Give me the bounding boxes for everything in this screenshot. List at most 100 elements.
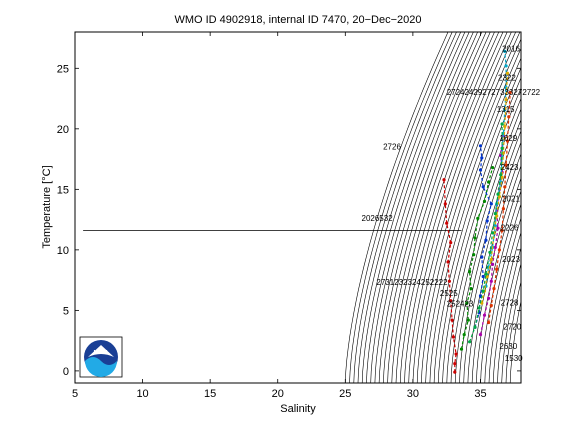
data-point <box>480 156 483 159</box>
data-point <box>453 362 456 365</box>
data-point <box>482 185 485 188</box>
data-point <box>468 270 471 273</box>
data-point <box>488 251 491 254</box>
data-point <box>503 185 506 188</box>
data-point <box>452 335 455 338</box>
data-point <box>455 352 458 355</box>
data-point <box>487 297 490 300</box>
data-point <box>499 173 502 176</box>
x-axis-label: Salinity <box>280 403 316 415</box>
sigma-annotation: 2423 <box>501 163 519 172</box>
sigma-annotation: 2226 <box>501 224 519 233</box>
data-point <box>487 321 490 324</box>
sigma-annotation: 2525 <box>440 289 458 298</box>
data-point <box>505 98 508 101</box>
data-point <box>448 280 451 283</box>
data-point <box>505 64 508 67</box>
data-point <box>502 207 505 210</box>
data-point <box>482 289 485 292</box>
x-tick-label: 35 <box>474 388 486 400</box>
data-point <box>468 340 471 343</box>
sigma-annotation: 2021 <box>502 194 520 203</box>
data-point <box>451 319 454 322</box>
sigma-annotation: 2322 <box>498 73 516 82</box>
sigma-annotation: 2023 <box>502 255 520 264</box>
sigma-annotation: 1315 <box>497 105 515 114</box>
data-point <box>498 248 501 251</box>
data-point <box>478 306 481 309</box>
data-point <box>490 304 493 307</box>
sigma-annotation: 1629 <box>499 134 517 143</box>
data-point <box>472 253 475 256</box>
data-point <box>479 144 482 147</box>
sigma-annotation: 2630 <box>499 342 517 351</box>
sigma-annotation: 252423 <box>447 300 474 309</box>
data-point <box>453 371 456 374</box>
y-axis-label: Temperature [°C] <box>41 165 53 248</box>
y-tick-label: 10 <box>57 245 69 257</box>
y-tick-label: 5 <box>63 305 69 317</box>
x-tick-label: 10 <box>136 388 148 400</box>
data-point <box>492 287 495 290</box>
sigma-annotation: 2016 <box>502 44 520 53</box>
data-point <box>483 200 486 203</box>
data-point <box>484 273 487 276</box>
data-point <box>486 219 489 222</box>
data-point <box>507 115 510 118</box>
x-tick-label: 25 <box>339 388 351 400</box>
data-point <box>490 202 493 205</box>
data-point <box>501 147 504 150</box>
x-tick-label: 5 <box>72 388 78 400</box>
sigma-annotation: 1530 <box>505 354 523 363</box>
data-point <box>442 178 445 181</box>
sigma-annotation: 2731232324252222 <box>376 278 448 287</box>
data-point <box>473 236 476 239</box>
x-tick-label: 30 <box>407 388 419 400</box>
data-point <box>495 268 498 271</box>
data-point <box>469 287 472 290</box>
data-point <box>487 181 490 184</box>
data-point <box>479 168 482 171</box>
data-point <box>446 260 449 263</box>
sigma-annotation: 272424292727333272722 <box>447 88 541 97</box>
data-point <box>484 239 487 242</box>
data-point <box>483 314 486 317</box>
data-point <box>494 212 497 215</box>
sigma-annotation: 2728 <box>501 299 519 308</box>
data-point <box>444 202 447 205</box>
data-point <box>467 319 470 322</box>
data-point <box>476 217 479 220</box>
data-point <box>491 166 494 169</box>
y-tick-label: 0 <box>63 366 69 378</box>
data-point <box>491 231 494 234</box>
plot-area <box>75 32 521 383</box>
data-point <box>445 222 448 225</box>
data-point <box>496 227 499 230</box>
data-point <box>482 275 485 278</box>
data-point <box>460 348 463 351</box>
data-point <box>473 326 476 329</box>
data-point <box>449 241 452 244</box>
data-point <box>503 125 506 128</box>
y-tick-label: 20 <box>57 124 69 136</box>
x-tick-label: 20 <box>272 388 284 400</box>
data-point <box>491 263 494 266</box>
data-point <box>490 280 493 283</box>
data-point <box>501 122 504 125</box>
data-point <box>496 193 499 196</box>
y-tick-label: 15 <box>57 184 69 196</box>
chart-title: WMO ID 4902918, internal ID 7470, 20−Dec… <box>174 14 421 26</box>
noaa-logo: NOAA <box>80 337 122 377</box>
logo-text: NOAA <box>94 350 109 356</box>
data-point <box>480 256 483 259</box>
data-point <box>479 333 482 336</box>
x-tick-label: 15 <box>204 388 216 400</box>
sigma-annotation: 2026532 <box>362 214 394 223</box>
sigma-annotation: 2720 <box>503 323 521 332</box>
data-point <box>463 333 466 336</box>
sigma-annotation: 2726 <box>383 142 401 151</box>
y-tick-label: 25 <box>57 63 69 75</box>
data-point <box>490 258 493 261</box>
